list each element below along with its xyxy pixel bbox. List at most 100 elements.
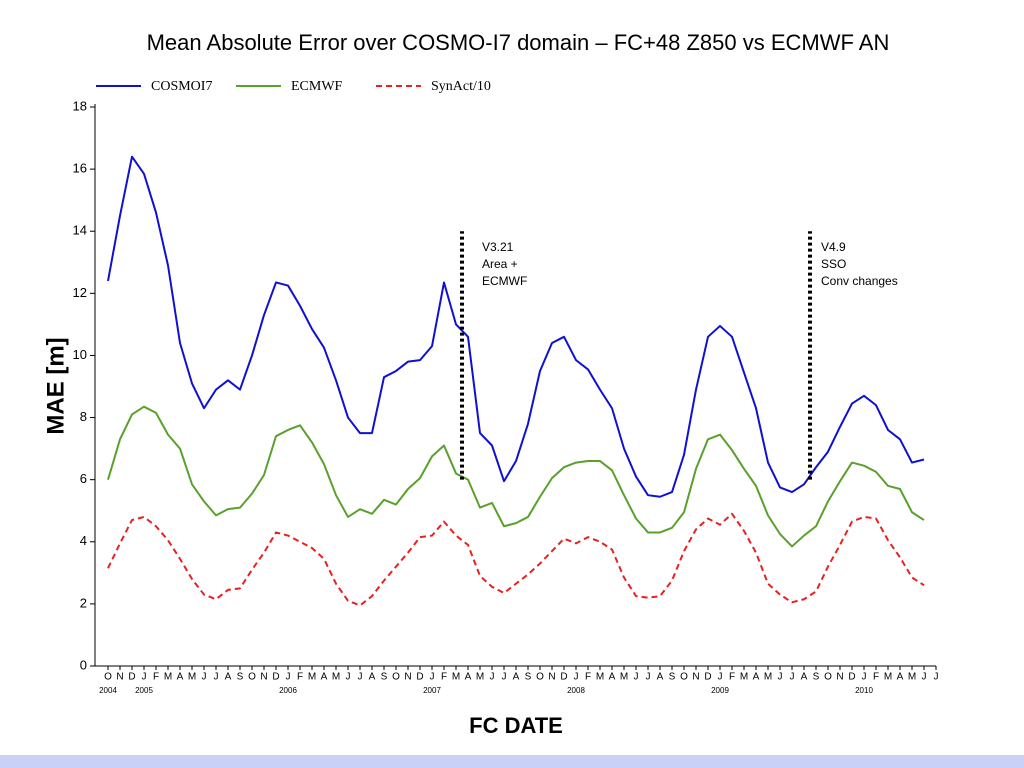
annotation-text: Area + [482,257,518,271]
series-line [107,405,925,548]
x-tick-label: A [369,672,376,683]
x-tick-label: M [476,672,484,683]
x-tick-label: A [513,672,520,683]
x-tick-label: S [381,672,388,683]
x-tick-label: S [669,672,676,683]
year-label: 2007 [423,686,441,695]
x-tick-label: M [764,672,772,683]
x-tick-label: J [922,672,927,683]
x-tick-label: N [260,672,267,683]
x-tick-label: F [729,672,735,683]
x-tick-label: A [657,672,664,683]
x-tick-label: A [897,672,904,683]
x-tick-label: N [548,672,555,683]
legend-label: SynAct/10 [431,79,491,94]
x-tick-label: S [525,672,532,683]
year-label: 2005 [135,686,153,695]
x-tick-label: D [560,672,567,683]
year-label: 2008 [567,686,585,695]
legend-label: ECMWF [291,79,343,94]
x-tick-label: D [128,672,135,683]
x-tick-label: M [620,672,628,683]
chart-title: Mean Absolute Error over COSMO-I7 domain… [147,30,890,55]
year-label: 2004 [99,686,117,695]
x-tick-label: O [824,672,832,683]
x-tick-label: M [188,672,196,683]
x-tick-label: J [358,672,363,683]
x-tick-label: F [297,672,303,683]
x-tick-label: F [441,672,447,683]
y-tick-label: 12 [73,285,87,300]
x-tick-label: J [862,672,867,683]
x-tick-label: M [908,672,916,683]
x-tick-label: A [321,672,328,683]
y-tick-label: 8 [80,409,87,424]
annotation-text: ECMWF [482,274,527,288]
x-tick-label: M [332,672,340,683]
x-tick-label: M [452,672,460,683]
x-tick-label: J [718,672,723,683]
annotation-text: Conv changes [821,274,898,288]
x-tick-label: A [609,672,616,683]
y-tick-label: 16 [73,161,87,176]
x-tick-label: J [790,672,795,683]
x-tick-label: D [704,672,711,683]
year-label: 2006 [279,686,297,695]
x-tick-label: J [490,672,495,683]
x-tick-label: J [214,672,219,683]
x-tick-label: M [596,672,604,683]
x-tick-label: A [177,672,184,683]
x-axis-label: FC DATE [469,713,563,738]
y-tick-label: 14 [73,223,87,238]
x-tick-label: J [286,672,291,683]
x-tick-label: J [934,672,939,683]
x-tick-label: J [430,672,435,683]
x-tick-label: J [574,672,579,683]
year-label: 2010 [855,686,873,695]
footer-band [0,755,1024,768]
annotation-text: V3.21 [482,240,514,254]
y-tick-label: 0 [80,657,87,672]
series-line [107,512,925,607]
x-tick-label: M [884,672,892,683]
x-tick-label: O [248,672,256,683]
x-tick-label: D [416,672,423,683]
x-tick-label: N [404,672,411,683]
x-tick-label: M [308,672,316,683]
x-tick-label: F [585,672,591,683]
y-tick-label: 2 [80,595,87,610]
x-tick-label: D [848,672,855,683]
x-tick-label: M [164,672,172,683]
x-tick-label: A [225,672,232,683]
x-tick-label: A [753,672,760,683]
y-tick-label: 6 [80,471,87,486]
x-tick-label: M [740,672,748,683]
legend-label: COSMOI7 [151,79,212,94]
x-tick-label: A [801,672,808,683]
y-tick-label: 18 [73,98,87,113]
x-tick-label: A [465,672,472,683]
x-tick-label: F [153,672,159,683]
x-tick-label: O [392,672,400,683]
year-label: 2009 [711,686,729,695]
x-tick-label: S [237,672,244,683]
x-tick-label: J [778,672,783,683]
x-tick-label: J [502,672,507,683]
annotation-text: V4.9 [821,240,846,254]
x-tick-label: O [680,672,688,683]
series-line [107,155,925,498]
x-tick-label: J [634,672,639,683]
y-tick-label: 4 [80,533,87,548]
x-tick-label: F [873,672,879,683]
x-tick-label: O [104,672,112,683]
x-tick-label: J [646,672,651,683]
x-tick-label: J [142,672,147,683]
x-tick-label: D [272,672,279,683]
x-tick-label: J [346,672,351,683]
x-tick-label: S [813,672,820,683]
annotation-text: SSO [821,257,846,271]
x-tick-label: J [202,672,207,683]
x-tick-label: O [536,672,544,683]
